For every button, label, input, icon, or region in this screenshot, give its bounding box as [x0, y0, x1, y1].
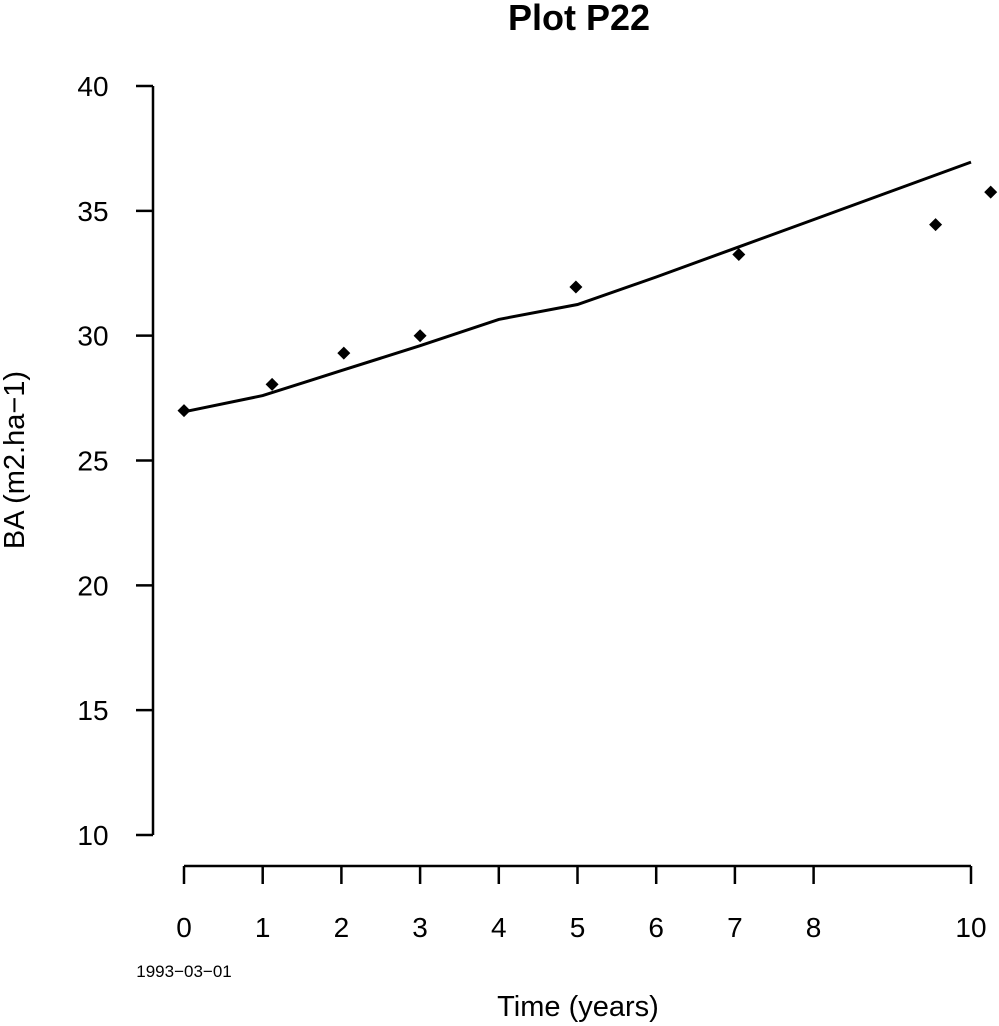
data-point: [732, 248, 746, 261]
start-date-label: 1993−03−01: [136, 962, 232, 981]
x-tick-label: 5: [570, 912, 586, 943]
y-tick-label: 30: [77, 321, 108, 352]
y-tick-label: 10: [77, 820, 108, 851]
data-point: [337, 346, 351, 360]
x-tick-label: 1: [255, 912, 271, 943]
y-axis-title: BA (m2.ha−1): [0, 371, 31, 549]
chart-title: Plot P22: [508, 0, 650, 38]
fitted-line: [183, 160, 972, 414]
x-axis: 0 1 2 3 4 5 6 7 8 10: [176, 864, 987, 943]
data-point: [569, 280, 583, 294]
x-tick-label: 10: [955, 912, 986, 943]
data-point: [929, 218, 943, 232]
x-tick-label: 6: [648, 912, 664, 943]
y-axis: 10 15 20 25 30 35 40: [77, 71, 155, 851]
x-axis-title: Time (years): [497, 991, 659, 1023]
y-tick-label: 20: [77, 570, 108, 601]
data-point: [413, 329, 427, 343]
x-tick-label: 0: [176, 912, 192, 943]
data-point: [984, 185, 998, 199]
y-tick-label: 15: [77, 695, 108, 726]
y-tick-label: 25: [77, 446, 108, 477]
x-tick-label: 8: [806, 912, 822, 943]
series-layer: [177, 160, 998, 418]
y-tick-label: 35: [77, 196, 108, 227]
data-point: [265, 377, 279, 391]
x-tick-label: 2: [334, 912, 350, 943]
y-tick-label: 40: [77, 71, 108, 102]
x-tick-label: 4: [491, 912, 507, 943]
x-tick-label: 7: [727, 912, 743, 943]
x-tick-label: 3: [412, 912, 428, 943]
